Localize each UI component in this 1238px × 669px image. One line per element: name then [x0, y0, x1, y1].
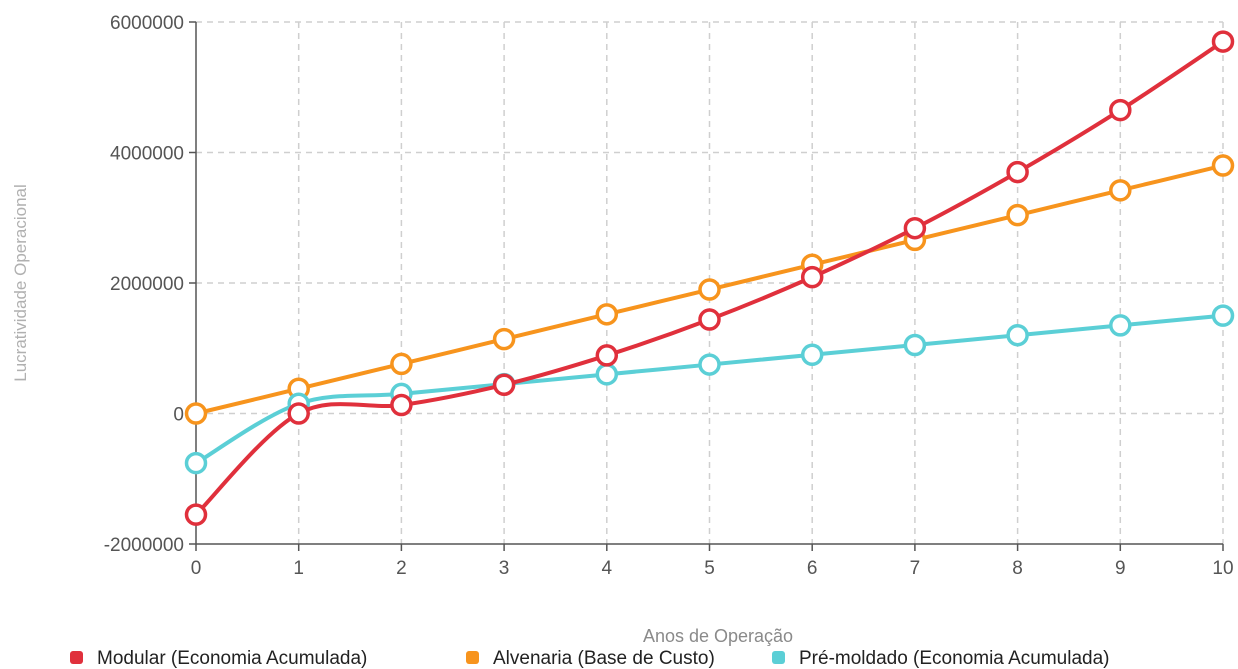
x-axis-title: Anos de Operação [643, 626, 793, 646]
series-alvenaria-base-de-custo [184, 154, 1235, 425]
data-point[interactable] [390, 393, 413, 417]
data-point[interactable] [698, 353, 721, 376]
y-tick-label: 4000000 [110, 144, 184, 165]
data-point[interactable] [1109, 179, 1132, 202]
x-tick-label: 7 [910, 558, 921, 579]
data-point[interactable] [800, 343, 824, 367]
data-point[interactable] [595, 363, 619, 386]
data-point[interactable] [595, 344, 619, 367]
x-tick-label: 0 [191, 558, 202, 579]
legend-item-pre-moldado-economia-acumulada[interactable]: Pré-moldado (Economia Acumulada) [772, 648, 1110, 669]
data-point[interactable] [698, 278, 721, 301]
data-point[interactable] [1211, 30, 1235, 53]
data-point[interactable] [1006, 160, 1029, 184]
data-point[interactable] [492, 373, 516, 397]
data-point[interactable] [1006, 323, 1029, 347]
x-tick-label: 3 [499, 558, 510, 579]
tick-labels: 0 1 2 3 4 5 6 7 8 9 10 -2000000 0 2000000 4000000 60000… [104, 13, 1234, 579]
data-point[interactable] [1109, 98, 1132, 122]
y-tick-label: 0 [173, 405, 184, 426]
data-point[interactable] [595, 303, 619, 326]
y-tick-label: 2000000 [110, 274, 184, 295]
legend-swatch [70, 651, 83, 664]
legend-item-alvenaria-base-de-custo[interactable]: Alvenaria (Base de Custo) [466, 648, 715, 669]
x-tick-label: 6 [807, 558, 818, 579]
data-point[interactable] [492, 327, 516, 351]
y-tick-label: -2000000 [104, 535, 184, 556]
x-tick-label: 4 [602, 558, 613, 579]
x-tick-label: 2 [396, 558, 407, 579]
series-modular-economia-acumulada [184, 30, 1235, 526]
data-point[interactable] [184, 402, 208, 425]
data-point[interactable] [1211, 154, 1235, 177]
data-point[interactable] [287, 402, 310, 425]
data-point[interactable] [390, 352, 413, 376]
legend-label: Modular (Economia Acumulada) [97, 648, 367, 669]
x-tick-label: 1 [293, 558, 304, 579]
legend-label: Pré-moldado (Economia Acumulada) [799, 648, 1110, 669]
data-point[interactable] [184, 451, 208, 475]
data-point[interactable] [903, 216, 927, 240]
data-point[interactable] [184, 503, 208, 526]
grid [196, 21, 1224, 544]
x-tick-label: 10 [1212, 558, 1233, 579]
data-point[interactable] [1109, 314, 1132, 337]
x-tick-label: 5 [704, 558, 715, 579]
data-point[interactable] [698, 308, 721, 331]
x-tick-label: 8 [1012, 558, 1023, 579]
y-axis-title: Lucratividade Operacional [11, 184, 30, 382]
series-lines [184, 30, 1235, 526]
legend-item-modular-economia-acumulada[interactable]: Modular (Economia Acumulada) [70, 648, 367, 669]
y-tick-label: 6000000 [110, 13, 184, 34]
data-point[interactable] [1211, 304, 1235, 327]
data-point[interactable] [903, 333, 927, 357]
data-point[interactable] [1006, 203, 1029, 227]
x-tick-label: 9 [1115, 558, 1126, 579]
legend-swatch [466, 651, 479, 664]
data-point[interactable] [800, 265, 824, 289]
series-pre-moldado-economia-acumulada [184, 304, 1235, 475]
legend: Modular (Economia Acumulada) Alvenaria (B… [70, 648, 1110, 669]
legend-label: Alvenaria (Base de Custo) [493, 648, 715, 669]
legend-swatch [772, 651, 785, 664]
